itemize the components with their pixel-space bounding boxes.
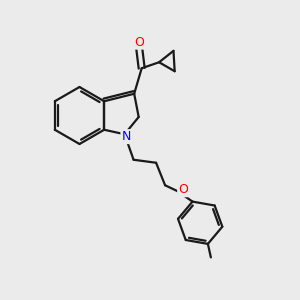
Text: O: O <box>134 36 144 49</box>
Text: N: N <box>122 130 131 143</box>
Text: O: O <box>178 183 188 196</box>
